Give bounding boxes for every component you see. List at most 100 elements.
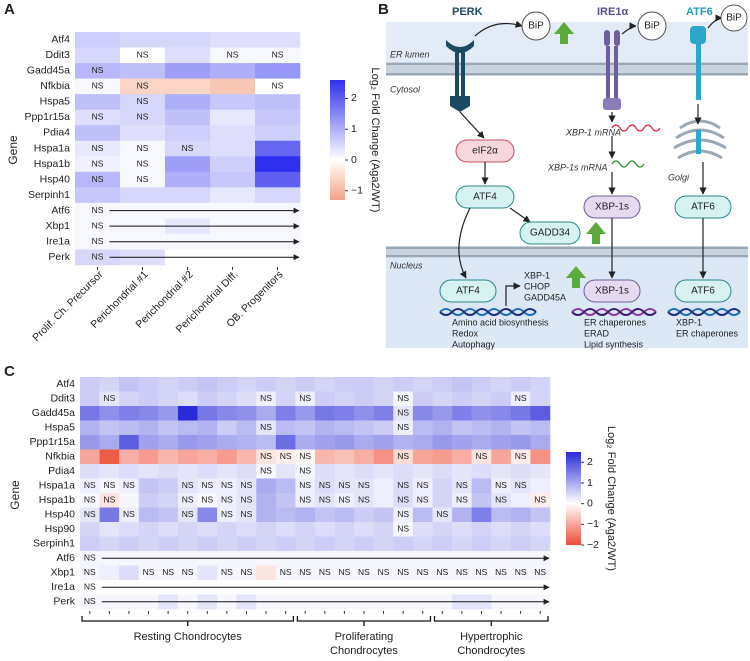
- y-tick-label: Ire1a: [46, 235, 70, 247]
- heatmap-cell: [210, 78, 256, 95]
- cell-annotation: NS: [241, 495, 253, 505]
- colorbar-label: Log₂ Fold Change (Aga2/WT): [605, 426, 617, 571]
- heatmap-cell: [75, 249, 121, 266]
- colorbar-label: Log₂ Fold Change (Aga2/WT): [369, 68, 381, 213]
- cell-annotation: NS: [260, 422, 272, 432]
- heatmap-cell: [210, 156, 256, 173]
- heatmap-cell: [432, 449, 453, 465]
- y-tick-label: Serpinh1: [28, 189, 70, 201]
- region-label: Nucleus: [390, 260, 423, 270]
- heatmap-cell: [491, 507, 512, 523]
- group-label: Hypertrophic: [460, 631, 523, 643]
- heatmap-cell: [236, 377, 257, 392]
- heatmap-cell: [165, 125, 211, 142]
- heatmap-cell: [80, 435, 100, 450]
- heatmap-cell: [530, 507, 551, 523]
- panel-label: C: [4, 363, 15, 380]
- cell-annotation: NS: [378, 567, 390, 577]
- cell-annotation: NS: [338, 495, 350, 505]
- heatmap-cell: [412, 377, 433, 392]
- cell-annotation: NS: [358, 480, 370, 490]
- heatmap-cell: [412, 478, 433, 494]
- heatmap-cell: [80, 522, 100, 537]
- heatmap-cell: [80, 507, 100, 523]
- heatmap-cell: [120, 187, 166, 204]
- cell-annotation: NS: [436, 567, 448, 577]
- y-tick-label: Hspa1a: [39, 480, 75, 492]
- heatmap-cell: [217, 377, 237, 392]
- mrna: [611, 124, 661, 132]
- heatmap-cells: [80, 377, 551, 610]
- heatmap-cell: [452, 522, 472, 537]
- panel-label: B: [378, 1, 389, 18]
- heatmap-cell: [530, 391, 551, 407]
- dna: [667, 308, 741, 316]
- heatmap-cell: [210, 125, 256, 142]
- heatmap-cell: [275, 449, 296, 465]
- heatmap-cell: [354, 507, 375, 523]
- heatmap-cell: [373, 522, 394, 537]
- cell-annotation: NS: [162, 567, 174, 577]
- node-label: GADD34: [530, 228, 570, 239]
- heatmap-cell: [412, 565, 433, 581]
- heatmap-cell: [510, 507, 531, 523]
- heatmap-cell: [510, 565, 531, 581]
- outcome: ER chaperones: [676, 328, 739, 338]
- heatmap-cell: [138, 536, 159, 552]
- cell-annotation: NS: [92, 174, 104, 184]
- heatmap-cell: [354, 522, 375, 537]
- heatmap-cell: [138, 493, 159, 508]
- heatmap-cell: [510, 449, 531, 465]
- heatmap-cell: [354, 493, 375, 508]
- heatmap-cell: [75, 94, 121, 110]
- heatmap-cell: [158, 464, 179, 479]
- y-tick-label: Ppp1r15a: [24, 111, 70, 123]
- node: [674, 279, 732, 303]
- golgi: [679, 119, 721, 130]
- cell-annotation: NS: [221, 480, 233, 490]
- heatmap-cell: [138, 522, 159, 537]
- cell-annotation: NS: [221, 567, 233, 577]
- heatmap-cell: [236, 391, 257, 407]
- heatmap-cell: [452, 391, 472, 407]
- node: [455, 185, 515, 209]
- heatmap-cell: [120, 140, 166, 157]
- heatmap-cell: [217, 478, 237, 494]
- heatmap-cell: [354, 420, 375, 436]
- cell-annotation: NS: [319, 495, 331, 505]
- heatmap-cell: [432, 435, 453, 450]
- heatmap-cell: [119, 391, 140, 407]
- heatmap-cell: [119, 435, 140, 450]
- heatmap-cell: [373, 464, 394, 479]
- heatmap-cell: [412, 536, 433, 552]
- heatmap-cell: [177, 449, 198, 465]
- cell-annotation: NS: [84, 480, 96, 490]
- node: [519, 221, 581, 245]
- heatmap-cell: [197, 522, 218, 537]
- heatmap-cell: [275, 478, 296, 494]
- cell-annotation: NS: [221, 509, 233, 519]
- heatmap-cell: [432, 391, 453, 407]
- heatmap-cell: [75, 109, 121, 126]
- colorbar: [566, 452, 581, 545]
- heatmap-cell: [334, 420, 355, 436]
- heatmap-cell: [255, 171, 301, 188]
- perk-receptor: [461, 50, 465, 100]
- colorbar-tick-label: 0: [587, 497, 593, 509]
- cell-annotation: NS: [299, 567, 311, 577]
- cell-annotation: NS: [397, 393, 409, 403]
- heatmap-cell: [432, 493, 453, 508]
- heatmap-cell: [99, 406, 120, 421]
- heatmap-cell: [334, 507, 355, 523]
- heatmap-cell: [138, 377, 159, 392]
- heatmap-cell: [491, 536, 512, 552]
- ire1-receptor: [606, 46, 610, 100]
- heatmap-cell: [393, 406, 414, 421]
- heatmap-cell: [491, 493, 512, 508]
- heatmap-cell: [158, 449, 179, 465]
- heatmap-cell: [315, 507, 335, 523]
- heatmap-cell: [452, 536, 472, 552]
- heatmap-cell: [75, 187, 121, 204]
- heatmap-cell: [315, 522, 335, 537]
- heatmap-cell: [197, 507, 218, 523]
